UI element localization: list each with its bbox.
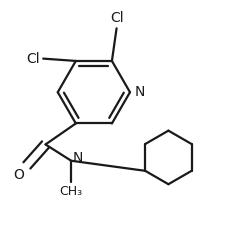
Text: Cl: Cl: [26, 52, 40, 66]
Text: N: N: [134, 85, 144, 99]
Text: O: O: [14, 168, 25, 182]
Text: CH₃: CH₃: [60, 185, 83, 198]
Text: Cl: Cl: [110, 11, 123, 25]
Text: N: N: [72, 151, 83, 165]
